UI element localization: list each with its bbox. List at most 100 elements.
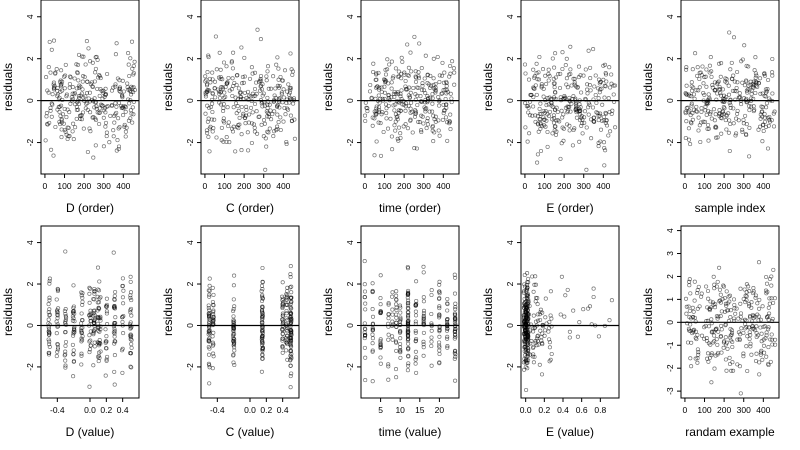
data-point [209,97,214,102]
data-point [444,79,449,84]
data-point [756,81,761,86]
data-point [715,135,720,140]
data-point [687,93,692,98]
data-point [552,85,557,90]
data-point [45,122,50,127]
data-point [250,110,255,115]
data-point [609,72,614,77]
data-point [523,101,528,106]
data-point [548,289,553,294]
data-point [232,273,237,278]
data-point [697,85,702,90]
data-point [430,96,435,101]
data-point [259,283,265,288]
data-point [728,102,733,108]
data-point [399,55,404,60]
data-point [372,116,377,121]
data-point [116,126,121,131]
data-point [219,125,224,130]
data-point [445,336,450,341]
data-point [383,72,389,77]
data-point [723,342,728,347]
x-tick-label: -0.4 [210,405,225,415]
data-point [210,334,215,339]
data-point [531,352,536,357]
data-point [522,272,527,278]
data-point [412,34,417,39]
data-point [767,301,772,306]
data-point [95,300,100,305]
data-point [87,347,93,352]
x-tick-label: 200 [397,181,411,191]
data-point [538,309,543,315]
data-point [764,330,769,335]
data-point [766,77,771,83]
data-point [437,324,442,329]
data-point [370,349,375,354]
data-point [203,74,208,79]
y-tick-label: 4 [25,240,35,245]
data-point [206,352,212,357]
data-point [531,85,536,90]
data-point [537,111,542,116]
data-point [722,295,727,301]
data-point [288,358,293,363]
data-point [284,333,290,338]
data-point [234,111,239,116]
data-point [592,119,597,124]
data-point [551,81,556,86]
data-point [288,340,293,345]
data-point [92,327,97,332]
data-point [719,323,724,328]
data-point [769,118,774,123]
y-tick-label: -2 [25,363,35,371]
data-point [415,102,420,108]
data-point [225,105,230,110]
data-point [552,107,558,113]
data-point [539,83,544,89]
data-point [546,102,551,107]
data-point [83,62,88,67]
data-point [406,303,411,308]
data-point [521,313,526,318]
data-point [553,75,558,80]
data-point [95,57,100,62]
data-point [437,304,442,309]
data-point [112,120,117,125]
data-point [714,135,719,140]
data-point [103,339,108,344]
data-point [726,92,732,97]
data-point [747,104,752,109]
data-point [406,329,411,334]
data-point [90,115,95,120]
data-point [560,66,565,72]
data-point [711,302,716,307]
data-point [442,70,447,75]
data-point [766,345,771,350]
data-point [109,103,115,108]
data-point [207,381,212,386]
data-point [260,341,265,346]
data-point [525,319,530,324]
data-point [128,92,134,97]
data-point [68,74,73,79]
data-point [383,102,389,107]
data-point [609,81,614,86]
data-point [410,130,415,135]
x-tick-label: 400 [436,181,450,191]
data-point [684,311,689,316]
data-point [390,290,395,295]
data-point [535,333,540,338]
data-point [210,109,215,115]
data-point [128,279,133,284]
data-point [205,70,210,75]
data-point [376,105,382,110]
data-point [706,126,711,131]
data-point [273,86,278,91]
data-point [63,330,68,335]
data-point [258,37,263,42]
data-point [373,112,379,117]
data-point [561,126,566,131]
data-point [421,353,426,358]
data-point [764,354,769,359]
